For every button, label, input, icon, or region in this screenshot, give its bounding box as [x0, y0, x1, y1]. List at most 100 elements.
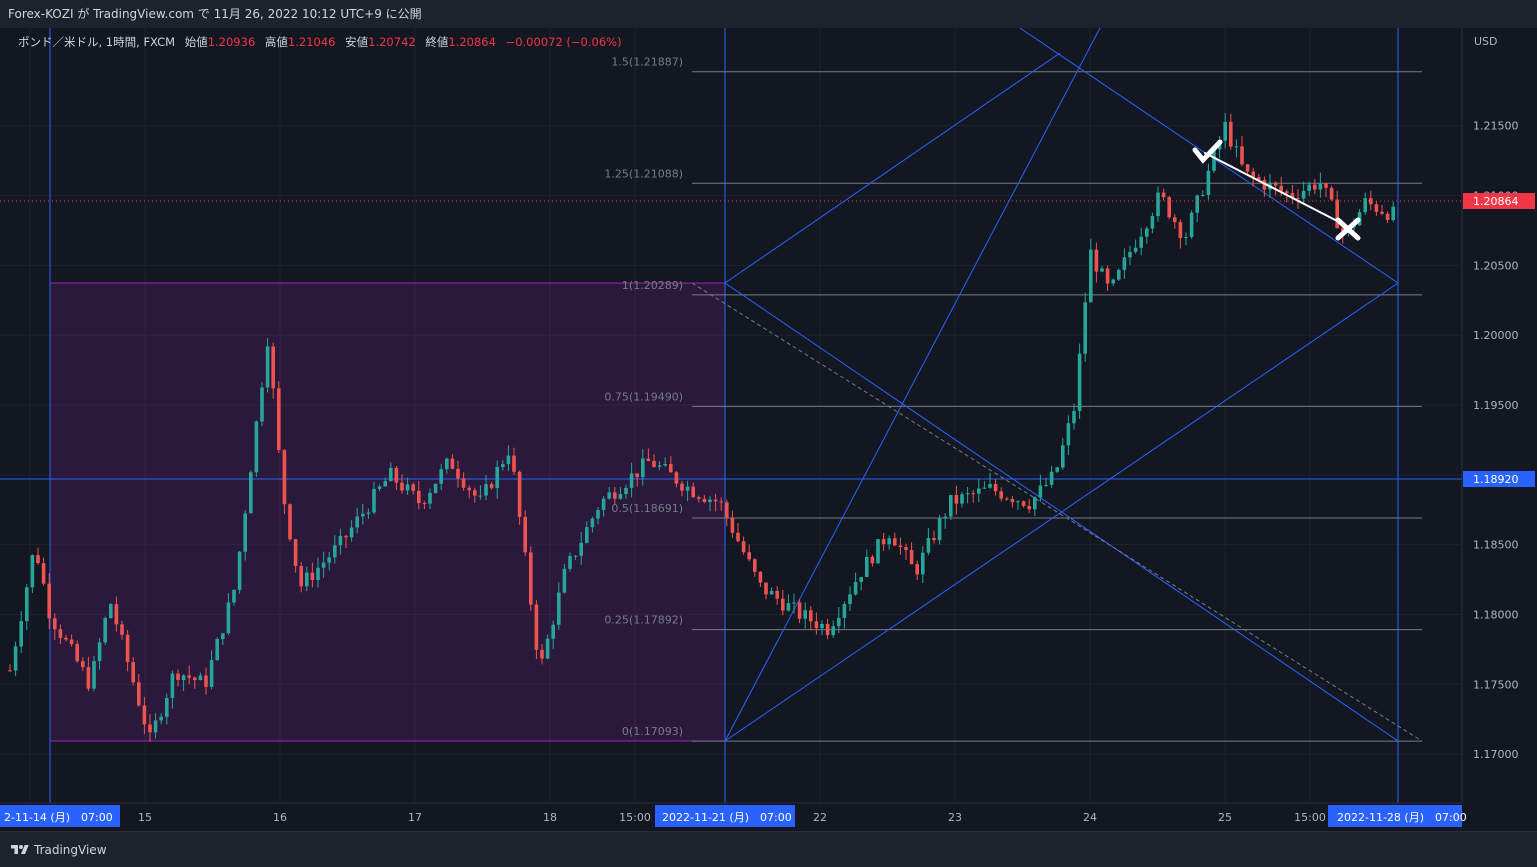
candle-body — [142, 705, 147, 725]
candle-body — [1178, 222, 1183, 239]
time-label-1: 16 — [273, 811, 287, 824]
candle-body — [109, 604, 113, 619]
candle-body — [232, 589, 236, 603]
candle-body — [926, 538, 931, 553]
candle-body — [137, 682, 141, 706]
candle-body — [685, 486, 690, 491]
candle-body — [1257, 177, 1261, 180]
candle-body — [344, 535, 348, 538]
candle-body — [1369, 198, 1373, 205]
candle-body — [405, 484, 410, 491]
candle-body — [86, 667, 91, 689]
candle-body — [125, 634, 130, 663]
candle-body — [204, 675, 208, 687]
candle-body — [792, 602, 796, 604]
candle-body — [887, 538, 891, 545]
candle-body — [394, 467, 399, 483]
candle-body — [131, 662, 135, 683]
candle-body — [181, 675, 186, 680]
candle-body — [736, 532, 740, 542]
price-chart[interactable]: 1.5(1.21887) 1.25(1.21088) 1(1.20289) 0.75(… — [0, 28, 1537, 831]
candle-body — [977, 488, 981, 494]
gann-line-3 — [724, 282, 1399, 742]
candle-body — [383, 481, 387, 487]
candle-body — [1324, 183, 1328, 188]
candle-body — [1105, 268, 1110, 284]
candle-body — [1027, 505, 1031, 510]
candle-body — [282, 450, 287, 505]
price-tick-2: 1.20500 — [1473, 259, 1519, 272]
candle-body — [674, 472, 679, 484]
chart-area[interactable]: 1.5(1.21887) 1.25(1.21088) 1(1.20289) 0.75(… — [0, 28, 1537, 831]
candle-body — [467, 487, 471, 491]
candle-body — [1156, 192, 1160, 217]
candle-body — [1021, 501, 1026, 506]
candle-body — [209, 660, 214, 687]
legend-change: −0.00072 (−0.06%) — [505, 35, 622, 49]
candle-body — [585, 527, 589, 543]
time-highlight-left-box — [0, 805, 120, 827]
candle-body — [691, 486, 695, 498]
candle-body — [954, 494, 959, 504]
candle-body — [321, 562, 326, 568]
candle-body — [786, 603, 791, 611]
candle-body — [1061, 445, 1065, 468]
candle-body — [971, 493, 975, 495]
candle-body — [825, 623, 830, 636]
candle-body — [993, 483, 998, 492]
candle-body — [473, 490, 477, 496]
candle-body — [1206, 170, 1211, 195]
candle-body — [725, 502, 729, 518]
candle-body — [719, 501, 723, 503]
candle-body — [501, 464, 505, 467]
candle-body — [1262, 179, 1267, 190]
candle-body — [221, 633, 225, 640]
candle-body — [579, 542, 583, 556]
candle-body — [1016, 501, 1020, 503]
tradingview-logo[interactable]: TradingView — [10, 840, 107, 860]
gann-line-5 — [724, 52, 1061, 284]
legend-high-label: 高値 — [264, 35, 288, 49]
candle-body — [1329, 187, 1334, 200]
candle-body — [876, 539, 880, 564]
candle-body — [1072, 410, 1076, 424]
time-label-3: 18 — [543, 811, 557, 824]
candle-body — [1077, 353, 1082, 411]
candle-body — [618, 493, 623, 499]
fib-levels: 1.5(1.21887) 1.25(1.21088) 1(1.20289) 0.75(… — [604, 56, 1422, 742]
current-price-box — [1463, 193, 1535, 209]
time-highlight-left: 2-11-14 (月) 07:00 — [4, 811, 113, 824]
candle-body — [193, 677, 197, 681]
candle-body — [58, 629, 63, 638]
current-price-label: 1.20864 — [1473, 195, 1519, 208]
candle-body — [1083, 302, 1087, 354]
time-label-9: 15:00 — [1294, 811, 1326, 824]
candle-body — [53, 618, 57, 630]
candle-body — [389, 467, 393, 482]
crosshair-price-box — [1463, 471, 1535, 487]
candle-body — [568, 556, 572, 569]
candle-body — [411, 484, 415, 491]
candle-body — [81, 661, 85, 668]
candle-body — [803, 610, 807, 619]
price-tick-6: 1.18500 — [1473, 539, 1519, 552]
candle-body — [187, 675, 191, 678]
candle-body — [305, 572, 309, 587]
candle-body — [198, 675, 203, 681]
candle-body — [859, 577, 863, 583]
legend-low: 1.20742 — [368, 35, 416, 49]
candle-body — [1139, 236, 1143, 248]
candle-body — [797, 602, 802, 619]
candle-body — [697, 497, 701, 499]
time-highlight-mid: 2022-11-21 (月) 07:00 — [662, 811, 792, 824]
candle-body — [1363, 198, 1367, 213]
time-label-6: 23 — [948, 811, 962, 824]
candle-body — [1201, 194, 1205, 196]
candle-body — [1033, 497, 1037, 510]
candle-body — [265, 346, 270, 388]
price-tick-7: 1.18000 — [1473, 608, 1519, 621]
time-label-7: 24 — [1083, 811, 1097, 824]
candle-body — [1318, 183, 1323, 190]
candle-body — [260, 387, 264, 422]
candle-body — [769, 590, 774, 595]
